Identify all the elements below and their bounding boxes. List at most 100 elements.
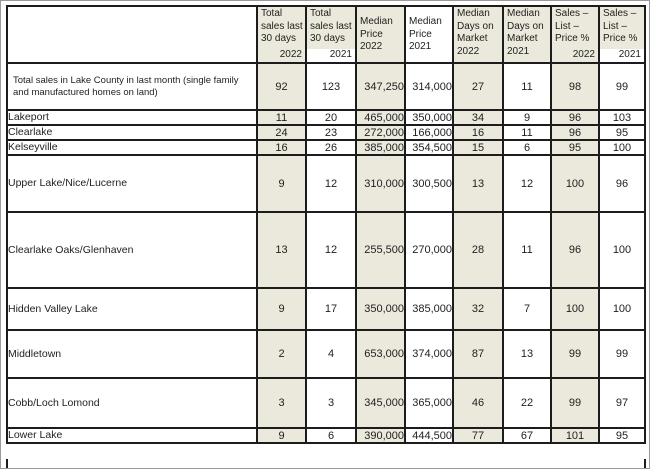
cell-value: 444,500 <box>404 427 454 444</box>
cell-value: 345,000 <box>355 377 406 429</box>
cell-value: 96 <box>550 109 600 126</box>
cell-value: 100 <box>550 154 600 213</box>
cell-value: 365,000 <box>404 377 454 429</box>
cell-value: 350,000 <box>404 109 454 126</box>
cell-value: 96 <box>598 154 646 213</box>
cell-value: 6 <box>305 427 357 444</box>
header-text: Median Price 2022 <box>360 16 393 53</box>
cell-value: 77 <box>452 427 504 444</box>
row-label: Kelseyville <box>6 139 258 156</box>
cell-value: 7 <box>502 287 552 331</box>
cell-value: 23 <box>305 124 357 141</box>
table-row-county-total: Total sales in Lake County in last month… <box>6 62 646 111</box>
cell-value: 87 <box>452 329 504 379</box>
table-row-cobb-loch-lomond: Cobb/Loch Lomond 3 3 345,000 365,000 46 … <box>6 377 646 429</box>
row-label: Lower Lake <box>6 427 258 444</box>
cell-value: 95 <box>550 139 600 156</box>
header-text: Median Price 2021 <box>409 16 442 53</box>
header-year: 2021 <box>308 48 354 61</box>
row-label: Lakeport <box>6 109 258 126</box>
cell-value: 34 <box>452 109 504 126</box>
header-text: Sales – List – Price % <box>555 8 590 44</box>
cell-value: 100 <box>598 139 646 156</box>
header-total-sales-30d-2022: Total sales last 30 days 2022 <box>256 5 307 64</box>
header-corner-blank <box>6 5 258 64</box>
cell-value: 11 <box>502 62 552 111</box>
cell-value: 22 <box>502 377 552 429</box>
table-row-hidden-valley-lake: Hidden Valley Lake 9 17 350,000 385,000 … <box>6 287 646 331</box>
cell-value: 17 <box>305 287 357 331</box>
cell-value: 255,500 <box>355 211 406 289</box>
row-label: Cobb/Loch Lomond <box>6 377 258 429</box>
header-text: Total sales last 30 days <box>261 8 303 44</box>
cell-value: 166,000 <box>404 124 454 141</box>
table-row-clearlake-oaks-glenhaven: Clearlake Oaks/Glenhaven 13 12 255,500 2… <box>6 211 646 289</box>
cell-value: 26 <box>305 139 357 156</box>
table-row-kelseyville: Kelseyville 16 26 385,000 354,500 15 6 9… <box>6 139 646 156</box>
cell-value: 9 <box>256 287 307 331</box>
cell-value: 123 <box>305 62 357 111</box>
cell-value: 11 <box>502 211 552 289</box>
cell-value: 314,000 <box>404 62 454 111</box>
header-row: Total sales last 30 days 2022 Total sale… <box>6 5 646 64</box>
cell-value: 390,000 <box>355 427 406 444</box>
cell-value: 100 <box>598 211 646 289</box>
table-row-upper-lake-nice-lucerne: Upper Lake/Nice/Lucerne 9 12 310,000 300… <box>6 154 646 213</box>
cell-value: 11 <box>256 109 307 126</box>
cell-value: 272,000 <box>355 124 406 141</box>
lake-county-sales-table: Total sales last 30 days 2022 Total sale… <box>6 5 646 444</box>
cell-value: 300,500 <box>404 154 454 213</box>
header-median-days-2022: Median Days on Market 2022 <box>452 5 504 64</box>
cell-value: 100 <box>550 287 600 331</box>
cell-value: 96 <box>550 124 600 141</box>
cell-value: 6 <box>502 139 552 156</box>
header-text: Median Days on Market 2022 <box>457 8 494 57</box>
table-row-clearlake: Clearlake 24 23 272,000 166,000 16 11 96… <box>6 124 646 141</box>
cell-value: 27 <box>452 62 504 111</box>
cell-value: 67 <box>502 427 552 444</box>
cell-value: 13 <box>452 154 504 213</box>
row-label: Clearlake <box>6 124 258 141</box>
cell-value: 270,000 <box>404 211 454 289</box>
header-total-sales-30d-2021: Total sales last 30 days 2021 <box>305 5 357 64</box>
cell-value: 653,000 <box>355 329 406 379</box>
cell-value: 103 <box>598 109 646 126</box>
header-text: Median Days on Market 2021 <box>507 8 544 57</box>
table-row-middletown: Middletown 2 4 653,000 374,000 87 13 99 … <box>6 329 646 379</box>
cell-value: 350,000 <box>355 287 406 331</box>
cell-value: 9 <box>256 427 307 444</box>
header-year: 2022 <box>279 48 302 60</box>
cutoff-row-left-border <box>6 459 8 468</box>
header-text: Total sales last 30 days <box>310 8 352 44</box>
cell-value: 32 <box>452 287 504 331</box>
row-label: Clearlake Oaks/Glenhaven <box>6 211 258 289</box>
cell-value: 99 <box>550 329 600 379</box>
cell-value: 28 <box>452 211 504 289</box>
row-label: Upper Lake/Nice/Lucerne <box>6 154 258 213</box>
cell-value: 310,000 <box>355 154 406 213</box>
cell-value: 98 <box>550 62 600 111</box>
cell-value: 465,000 <box>355 109 406 126</box>
cell-value: 385,000 <box>355 139 406 156</box>
table-row-lower-lake: Lower Lake 9 6 390,000 444,500 77 67 101… <box>6 427 646 444</box>
cell-value: 385,000 <box>404 287 454 331</box>
cell-value: 15 <box>452 139 504 156</box>
cell-value: 99 <box>598 62 646 111</box>
cell-value: 95 <box>598 427 646 444</box>
cell-value: 13 <box>502 329 552 379</box>
cell-value: 12 <box>305 211 357 289</box>
cell-value: 95 <box>598 124 646 141</box>
cell-value: 96 <box>550 211 600 289</box>
header-sales-list-price-2021: Sales – List – Price % 2021 <box>598 5 646 64</box>
cell-value: 46 <box>452 377 504 429</box>
row-label: Total sales in Lake County in last month… <box>6 62 258 111</box>
cell-value: 347,250 <box>355 62 406 111</box>
header-median-price-2022: Median Price 2022 <box>355 5 406 64</box>
cell-value: 16 <box>452 124 504 141</box>
cell-value: 4 <box>305 329 357 379</box>
cell-value: 101 <box>550 427 600 444</box>
header-year: 2021 <box>601 48 643 61</box>
table-row-lakeport: Lakeport 11 20 465,000 350,000 34 9 96 1… <box>6 109 646 126</box>
cell-value: 100 <box>598 287 646 331</box>
cell-value: 374,000 <box>404 329 454 379</box>
